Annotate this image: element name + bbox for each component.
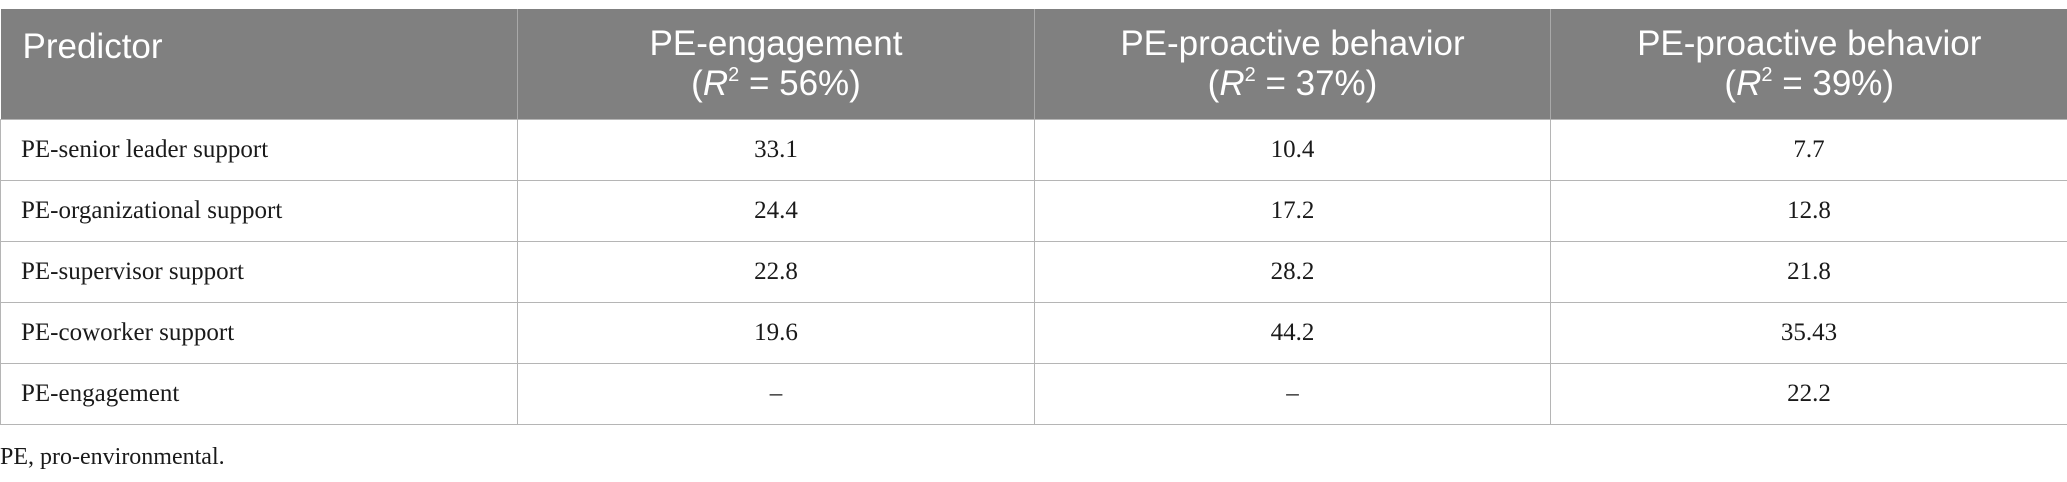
header-col-2: PE-proactive behavior (R2 = 37%) — [1034, 9, 1551, 120]
header-col-1: PE-engagement (R2 = 56%) — [517, 9, 1035, 120]
table-body: PE-senior leader support 33.1 10.4 7.7 P… — [0, 119, 2067, 425]
header-predictor: Predictor — [0, 9, 518, 120]
row-value-engagement: 19.6 — [517, 302, 1035, 364]
header-col-2-r-sup: 2 — [1244, 64, 1256, 86]
header-col-3-r-value: = 39%) — [1772, 64, 1895, 103]
header-col-3-r-symbol: R — [1736, 64, 1762, 103]
header-col-2-r2: (R2 = 37%) — [1035, 64, 1550, 104]
row-value-proactive-39: 22.2 — [1550, 363, 2067, 425]
table-row: PE-engagement – – 22.2 — [0, 363, 2067, 425]
header-col-3-open: ( — [1724, 64, 1737, 103]
results-table: Predictor PE-engagement (R2 = 56%) PE-pr… — [0, 9, 2067, 425]
row-value-engagement: 22.8 — [517, 241, 1035, 303]
row-value-proactive-37: – — [1034, 363, 1551, 425]
row-value-proactive-37: 17.2 — [1034, 180, 1551, 242]
row-value-proactive-39: 21.8 — [1550, 241, 2067, 303]
row-predictor: PE-coworker support — [0, 302, 518, 364]
header-row: Predictor PE-engagement (R2 = 56%) PE-pr… — [0, 9, 2067, 120]
header-col-1-r-symbol: R — [702, 64, 729, 103]
row-predictor: PE-engagement — [0, 363, 518, 425]
row-value-proactive-37: 28.2 — [1034, 241, 1551, 303]
table-header: Predictor PE-engagement (R2 = 56%) PE-pr… — [0, 9, 2067, 120]
header-col-1-r-value: = 56%) — [739, 64, 861, 103]
table-row: PE-senior leader support 33.1 10.4 7.7 — [0, 119, 2067, 181]
table-footnote: PE, pro-environmental. — [0, 444, 225, 470]
row-value-proactive-39: 35.43 — [1550, 302, 2067, 364]
row-value-proactive-37: 10.4 — [1034, 119, 1551, 181]
row-value-proactive-37: 44.2 — [1034, 302, 1551, 364]
row-value-proactive-39: 12.8 — [1550, 180, 2067, 242]
table-row: PE-coworker support 19.6 44.2 35.43 — [0, 302, 2067, 364]
row-predictor: PE-supervisor support — [0, 241, 518, 303]
row-value-engagement: – — [517, 363, 1035, 425]
header-col-3: PE-proactive behavior (R2 = 39%) — [1550, 9, 2067, 120]
row-predictor: PE-organizational support — [0, 180, 518, 242]
header-col-2-title: PE-proactive behavior — [1120, 24, 1465, 63]
row-value-proactive-39: 7.7 — [1550, 119, 2067, 181]
header-col-2-r-value: = 37%) — [1255, 64, 1378, 103]
header-col-3-title: PE-proactive behavior — [1637, 24, 1982, 63]
row-value-engagement: 24.4 — [517, 180, 1035, 242]
table-row: PE-supervisor support 22.8 28.2 21.8 — [0, 241, 2067, 303]
header-col-1-r-sup: 2 — [728, 64, 740, 86]
header-col-2-open: ( — [1207, 64, 1220, 103]
row-predictor: PE-senior leader support — [0, 119, 518, 181]
header-col-3-r2: (R2 = 39%) — [1551, 64, 2067, 104]
results-table-container: Predictor PE-engagement (R2 = 56%) PE-pr… — [0, 9, 2067, 425]
header-col-2-r-symbol: R — [1219, 64, 1245, 103]
header-col-3-r-sup: 2 — [1761, 64, 1773, 86]
header-col-1-open: ( — [691, 64, 703, 103]
row-value-engagement: 33.1 — [517, 119, 1035, 181]
header-col-1-title: PE-engagement — [649, 24, 903, 63]
header-col-1-r2: (R2 = 56%) — [518, 64, 1034, 104]
table-row: PE-organizational support 24.4 17.2 12.8 — [0, 180, 2067, 242]
